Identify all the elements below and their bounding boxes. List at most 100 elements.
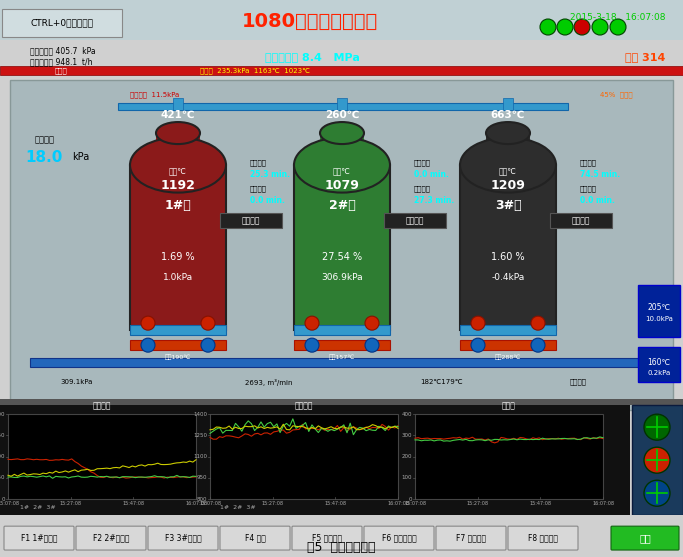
Text: 16:07:08: 16:07:08 [387,501,409,506]
Text: 25.3 min.: 25.3 min. [250,169,290,179]
Bar [632,405,683,515]
Circle shape [471,316,485,330]
FancyBboxPatch shape [292,526,362,550]
FancyBboxPatch shape [611,526,679,550]
Text: 306.9kPa: 306.9kPa [321,272,363,282]
Circle shape [471,338,485,352]
Text: 模型切出: 模型切出 [242,217,260,226]
Text: 0.0 min.: 0.0 min. [414,169,449,179]
Text: 外网压力: 外网压力 [35,135,55,145]
Text: F5 烟气流量: F5 烟气流量 [312,534,342,543]
Text: 15:47:08: 15:47:08 [122,501,144,506]
Text: 废气190℃: 废气190℃ [165,354,191,360]
Text: 260℃: 260℃ [325,110,359,120]
Bar [0,405,630,515]
Bar [210,414,398,499]
Text: 3#炉: 3#炉 [494,199,521,212]
Circle shape [201,338,215,352]
FancyBboxPatch shape [364,526,434,550]
Text: 2015-3-18   16:07:08: 2015-3-18 16:07:08 [570,12,666,22]
Text: F4 总合: F4 总合 [245,534,266,543]
Text: 15:47:08: 15:47:08 [529,501,551,506]
Bar [337,98,347,110]
Text: 热风管  235.3kPa  1163℃  1023℃: 热风管 235.3kPa 1163℃ 1023℃ [200,68,310,74]
Bar [638,285,680,337]
Text: 16:07:08: 16:07:08 [185,501,207,506]
Text: F6 冷风热风量: F6 冷风热风量 [382,534,417,543]
Text: 0.2kPa: 0.2kPa [647,370,671,376]
Bar [156,133,200,165]
Circle shape [557,19,573,35]
Text: 205℃: 205℃ [647,302,671,311]
Bar [30,358,650,367]
Circle shape [644,414,670,440]
Text: 15:07:08: 15:07:08 [404,501,426,506]
FancyBboxPatch shape [220,526,290,550]
Ellipse shape [460,138,556,193]
Text: 300: 300 [0,454,5,459]
Text: 1209: 1209 [490,179,525,192]
Text: 2693, m³/min: 2693, m³/min [245,379,292,385]
Circle shape [365,338,379,352]
FancyBboxPatch shape [436,526,506,550]
Circle shape [531,338,545,352]
Text: 冷却水流量 948.1  t/h: 冷却水流量 948.1 t/h [30,57,92,66]
Bar [2,9,122,37]
Text: F1 1#热风炉: F1 1#热风炉 [20,534,57,543]
Text: 421℃: 421℃ [161,110,195,120]
Text: 冷却水压力 405.7  kPa: 冷却水压力 405.7 kPa [30,47,96,56]
Circle shape [574,19,590,35]
Circle shape [305,316,319,330]
Bar [8,414,196,499]
Text: 0: 0 [1,497,5,502]
Text: 600: 600 [0,412,5,417]
Circle shape [644,447,670,473]
Circle shape [201,316,215,330]
Text: 1192: 1192 [161,179,195,192]
Text: 送风管: 送风管 [55,68,68,74]
Ellipse shape [156,122,200,144]
Text: 燃烧时间: 燃烧时间 [580,160,597,167]
Text: 炉顶温度: 炉顶温度 [295,401,313,410]
Text: 烟气温度: 烟气温度 [93,401,111,410]
Text: 27.54 %: 27.54 % [322,252,362,262]
Bar [220,213,282,228]
Text: 15:27:08: 15:27:08 [466,501,488,506]
Text: F3 3#热风炉: F3 3#热风炉 [165,534,201,543]
Text: 1#  2#  3#: 1# 2# 3# [20,505,55,510]
Text: F2 2#热风炉: F2 2#热风炉 [93,534,129,543]
Bar [294,340,390,350]
Ellipse shape [486,122,530,144]
Bar [320,133,364,165]
Text: 废气288℃: 废气288℃ [495,354,521,360]
Text: 15:07:08: 15:07:08 [199,501,221,506]
Text: -0.4kPa: -0.4kPa [491,272,525,282]
Bar [550,213,612,228]
Ellipse shape [130,138,226,193]
Text: 1#  2#  3#: 1# 2# 3# [220,505,255,510]
Text: 160℃: 160℃ [647,358,671,367]
Text: 150: 150 [0,476,5,481]
Text: 15:27:08: 15:27:08 [262,501,283,506]
Bar [0,66,683,75]
Text: 200: 200 [402,454,412,459]
Bar [460,165,556,330]
Text: F7 封炉风量: F7 封炉风量 [456,534,486,543]
Circle shape [592,19,608,35]
Bar [294,165,390,330]
Bar [173,98,183,110]
Text: 1080高炉热风炉系统: 1080高炉热风炉系统 [242,12,378,31]
Ellipse shape [320,122,364,144]
Bar [486,133,530,165]
Bar [384,213,446,228]
Bar [0,399,683,405]
Circle shape [610,19,626,35]
FancyBboxPatch shape [148,526,218,550]
Text: 450: 450 [0,433,5,438]
Text: 16:07:08: 16:07:08 [592,501,614,506]
Text: 800: 800 [197,497,207,502]
Text: 燃烧时间: 燃烧时间 [414,160,431,167]
Bar [130,340,226,350]
Text: F8 顶动控制: F8 顶动控制 [528,534,558,543]
FancyBboxPatch shape [4,526,74,550]
